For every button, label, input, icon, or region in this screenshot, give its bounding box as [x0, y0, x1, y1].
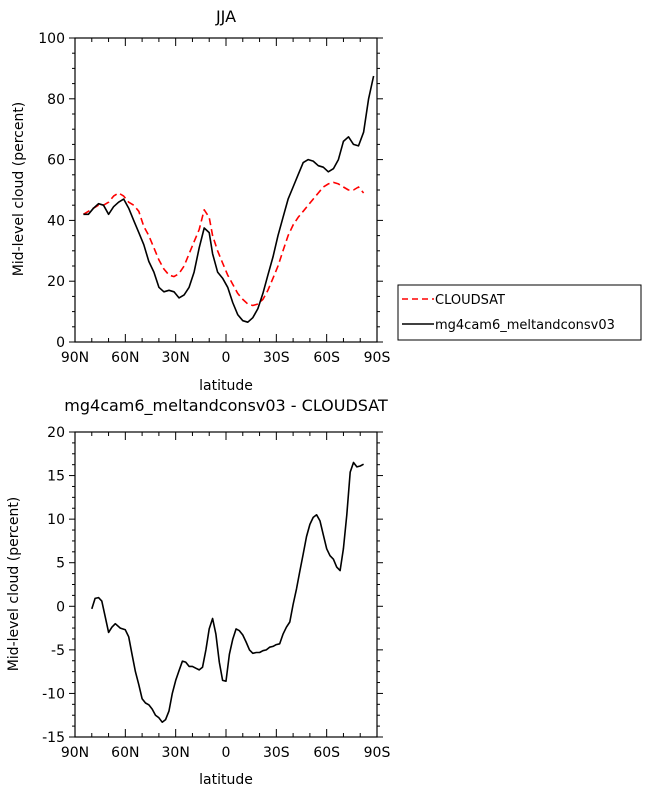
plot-frame: [74, 37, 378, 343]
series-line-difference: [91, 461, 364, 724]
x-tick-label: 30N: [162, 745, 190, 761]
x-tick-label: 30S: [263, 745, 290, 761]
y-tick-label: 100: [38, 31, 65, 47]
y-tick-label: 40: [47, 213, 65, 229]
plot-frame: [74, 431, 378, 738]
legend: CLOUDSAT mg4cam6_meltandconsv03: [397, 284, 642, 341]
x-tick-label: 60N: [111, 745, 139, 761]
x-axis-label: latitude: [199, 772, 253, 788]
y-tick-label: 10: [47, 512, 65, 528]
y-tick-label: 60: [47, 153, 65, 169]
y-tick-label: 0: [56, 335, 65, 351]
chart-title: mg4cam6_meltandconsv03 - CLOUDSAT: [64, 396, 388, 416]
series-line-mg4cam6-meltandconsv03: [83, 75, 375, 324]
x-tick-label: 90N: [61, 350, 89, 366]
y-tick-label: 15: [47, 469, 65, 485]
y-axis-label: Mid-level cloud (percent): [11, 102, 27, 277]
y-tick-label: -5: [51, 643, 65, 659]
x-tick-label: 90N: [61, 745, 89, 761]
panel-top: JJA 90N 60N 30N 0 30S 60S 90S 0 20 40 60 80 100 lati…: [11, 7, 390, 394]
x-tick-label: 0: [222, 745, 231, 761]
x-tick-label: 0: [222, 350, 231, 366]
y-tick-label: 5: [56, 556, 65, 572]
y-tick-label: 0: [56, 599, 65, 615]
y-tick-label: 80: [47, 92, 65, 108]
series-line-cloudsat: [82, 181, 365, 307]
x-tick-label: 60N: [111, 350, 139, 366]
legend-label-model: mg4cam6_meltandconsv03: [435, 318, 615, 333]
y-axis-label: Mid-level cloud (percent): [6, 497, 22, 672]
x-tick-label: 90S: [364, 350, 391, 366]
y-tick-label: -15: [42, 730, 65, 746]
y-tick-label: 20: [47, 274, 65, 290]
legend-label-cloudsat: CLOUDSAT: [435, 293, 505, 308]
chart-title: JJA: [215, 7, 236, 26]
plot-area: 90N 60N 30N 0 30S 60S 90S -15 -10 -5 0 5 10 15 20: [42, 425, 390, 761]
y-tick-label: 20: [47, 425, 65, 441]
x-tick-label: 60S: [313, 745, 340, 761]
y-tick-label: -10: [42, 686, 65, 702]
legend-box: [397, 284, 642, 341]
x-tick-label: 60S: [313, 350, 340, 366]
plot-area: 90N 60N 30N 0 30S 60S 90S 0 20 40 60 80 100: [38, 31, 390, 366]
x-tick-label: 90S: [364, 745, 391, 761]
x-tick-label: 30N: [162, 350, 190, 366]
x-axis-label: latitude: [199, 378, 253, 394]
x-tick-label: 30S: [263, 350, 290, 366]
panel-bottom: mg4cam6_meltandconsv03 - CLOUDSAT 90N 60N…: [6, 396, 390, 788]
